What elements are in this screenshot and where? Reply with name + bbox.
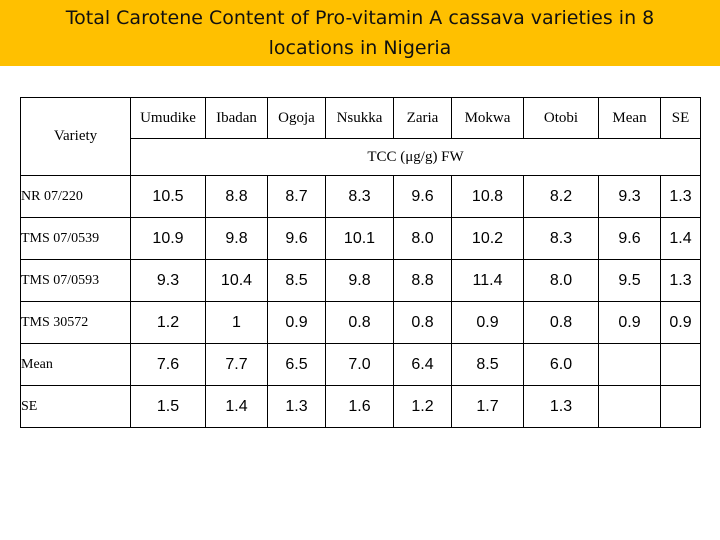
- row-label: NR 07/220: [20, 175, 131, 218]
- header-ibadan: Ibadan: [205, 97, 268, 139]
- table-cell: 1.4: [205, 385, 268, 428]
- title-bar: Total Carotene Content of Pro-vitamin A …: [0, 0, 720, 66]
- row-label: Mean: [20, 343, 131, 386]
- table-row: Mean 7.6 7.7 6.5 7.0 6.4 8.5 6.0: [20, 343, 701, 386]
- table-row: TMS 30572 1.2 1 0.9 0.8 0.8 0.9 0.8 0.9 0.9: [20, 301, 701, 344]
- table-cell: [660, 343, 701, 386]
- table-cell: 9.8: [325, 259, 394, 302]
- table-cell: [598, 343, 661, 386]
- header-variety: Variety: [20, 97, 131, 176]
- table-cell: 9.6: [267, 217, 326, 260]
- table-cell: 1.3: [660, 175, 701, 218]
- table-cell: 10.5: [130, 175, 206, 218]
- table-row: NR 07/220 10.5 8.8 8.7 8.3 9.6 10.8 8.2 9.3 1.3: [20, 175, 701, 218]
- table-cell: 1.2: [393, 385, 452, 428]
- table-cell: 8.3: [523, 217, 599, 260]
- table-cell: 9.3: [130, 259, 206, 302]
- table-cell: 7.6: [130, 343, 206, 386]
- table-cell: 9.5: [598, 259, 661, 302]
- header-row: Variety Umudike Ibadan Ogoja Nsukka Zari…: [20, 97, 701, 176]
- table-cell: 8.5: [267, 259, 326, 302]
- table-row: TMS 07/0539 10.9 9.8 9.6 10.1 8.0 10.2 8.3 9.6 1.…: [20, 217, 701, 260]
- header-zaria: Zaria: [393, 97, 452, 139]
- table-cell: 0.9: [451, 301, 524, 344]
- table-cell: 8.5: [451, 343, 524, 386]
- table-cell: 0.8: [325, 301, 394, 344]
- table-cell: 1: [205, 301, 268, 344]
- row-label: TMS 07/0539: [20, 217, 131, 260]
- table-row: SE 1.5 1.4 1.3 1.6 1.2 1.7 1.3: [20, 385, 701, 428]
- header-se: SE: [660, 97, 701, 139]
- table-cell: 1.3: [523, 385, 599, 428]
- table-cell: 7.0: [325, 343, 394, 386]
- table-cell: 9.6: [393, 175, 452, 218]
- table-cell: 8.8: [393, 259, 452, 302]
- table-cell: 8.2: [523, 175, 599, 218]
- header-ogoja: Ogoja: [267, 97, 326, 139]
- header-nsukka: Nsukka: [325, 97, 394, 139]
- table-cell: 11.4: [451, 259, 524, 302]
- table-cell: 8.7: [267, 175, 326, 218]
- table-cell: 10.8: [451, 175, 524, 218]
- table-cell: 8.0: [523, 259, 599, 302]
- table-body: NR 07/220 10.5 8.8 8.7 8.3 9.6 10.8 8.2 9.3 1.3 TM…: [20, 175, 701, 428]
- table-cell: 9.3: [598, 175, 661, 218]
- table-cell: 10.1: [325, 217, 394, 260]
- header-umudike: Umudike: [130, 97, 206, 139]
- table-cell: 10.4: [205, 259, 268, 302]
- unit-label: TCC (μg/g) FW: [130, 138, 701, 176]
- carotene-table: Variety Umudike Ibadan Ogoja Nsukka Zari…: [20, 97, 701, 428]
- table-cell: 0.9: [267, 301, 326, 344]
- unit-row: TCC (μg/g) FW: [21, 138, 701, 176]
- table-cell: 9.8: [205, 217, 268, 260]
- row-label: TMS 07/0593: [20, 259, 131, 302]
- table-cell: 0.8: [393, 301, 452, 344]
- table-cell: 1.3: [267, 385, 326, 428]
- table-cell: 10.9: [130, 217, 206, 260]
- table-cell: 6.4: [393, 343, 452, 386]
- header-mean: Mean: [598, 97, 661, 139]
- row-label: SE: [20, 385, 131, 428]
- table-cell: 1.6: [325, 385, 394, 428]
- table-cell: 10.2: [451, 217, 524, 260]
- page-title: Total Carotene Content of Pro-vitamin A …: [65, 7, 655, 59]
- table-cell: 8.8: [205, 175, 268, 218]
- table-row: TMS 07/0593 9.3 10.4 8.5 9.8 8.8 11.4 8.0 9.5 1.3: [20, 259, 701, 302]
- table-cell: [660, 385, 701, 428]
- table-cell: 0.9: [598, 301, 661, 344]
- table-cell: 6.0: [523, 343, 599, 386]
- table-cell: 0.9: [660, 301, 701, 344]
- table-cell: [598, 385, 661, 428]
- header-otobi: Otobi: [523, 97, 599, 139]
- table-cell: 1.7: [451, 385, 524, 428]
- table-cell: 1.5: [130, 385, 206, 428]
- header-mokwa: Mokwa: [451, 97, 524, 139]
- table-cell: 6.5: [267, 343, 326, 386]
- table-cell: 1.3: [660, 259, 701, 302]
- row-label: TMS 30572: [20, 301, 131, 344]
- table-cell: 8.0: [393, 217, 452, 260]
- table-cell: 1.4: [660, 217, 701, 260]
- table-cell: 8.3: [325, 175, 394, 218]
- table-cell: 1.2: [130, 301, 206, 344]
- table-cell: 7.7: [205, 343, 268, 386]
- table-cell: 9.6: [598, 217, 661, 260]
- table-cell: 0.8: [523, 301, 599, 344]
